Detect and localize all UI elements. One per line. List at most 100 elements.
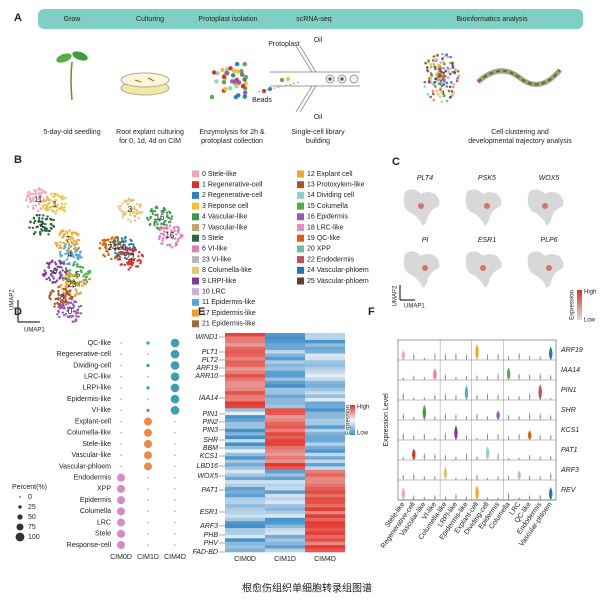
heat-cell [305,367,345,371]
legend-label: 7 Vascular-like [202,224,247,231]
violin [444,393,447,401]
umap-dot [64,297,67,301]
dot [117,541,125,549]
legend-title: Percent(%) [12,484,47,491]
dot [147,398,149,400]
umap-dot [136,265,140,268]
heat-cell [305,493,345,498]
umap-dot [161,242,164,245]
protoplast [236,80,242,85]
umap-dot [88,277,91,281]
umap-dot [151,210,155,213]
umap-dot [129,258,133,261]
dot [144,451,152,460]
row-label: Epidermis-like [67,396,111,403]
heat-cell [305,353,345,358]
device-label: Oil [314,114,323,121]
heat-cell [225,528,265,532]
row-label: Vascular-phloem [59,463,111,470]
umap-dot [131,253,135,256]
umap-dot [63,232,66,236]
heat-cell [225,333,265,337]
umap-dot [63,307,66,310]
umap-dot [72,304,76,307]
umap-dot [56,313,59,316]
dot [147,521,149,524]
cluster-label: 7 [66,235,71,244]
umap-dot [446,55,450,59]
legend-swatch [192,298,199,306]
umap-dot [121,202,124,205]
umap-dot [109,240,112,244]
umap-dot [37,192,41,195]
umap-dot [169,211,172,215]
heat-cell [225,435,265,440]
violin [401,350,406,361]
umap-dot [29,193,32,196]
seedling-icon [56,51,88,101]
heat-cell [225,401,265,406]
heat-cell [265,387,305,392]
row-label: Stele-like [82,441,111,448]
dot [120,364,122,367]
umap-dot [172,227,175,230]
heat-cell [225,534,265,539]
column-label: CIM4D [164,554,186,561]
umap-dot [74,254,78,257]
umap-dot [448,96,452,99]
heat-cell [225,339,265,344]
row-label: Regenerative-cell [57,351,112,358]
umap-dot [157,237,161,241]
heat-cell [305,466,345,471]
umap-dot [440,100,444,103]
row-label: Endodermis [74,475,112,482]
violin [507,475,510,481]
heat-cell [305,435,345,440]
legend-swatch [192,234,199,242]
dot [174,431,176,434]
heat-cell [225,336,265,341]
umap-dot [434,73,438,77]
row-label: Columella [80,508,111,515]
umap-dot [136,211,140,214]
protoplast [221,80,227,85]
umap-dot [447,89,451,93]
umap-dot [133,257,136,261]
gene-label: IAA14 [561,367,580,374]
umap-dot [161,226,164,230]
protoplast [232,79,238,84]
panel-label: F [368,306,375,318]
umap-dot [61,306,64,310]
umap-dot [58,244,62,247]
protoplast [230,73,236,78]
umap-dot [38,216,41,220]
umap-dot [71,320,74,323]
umap-dot [149,210,152,213]
umap-dot [154,220,157,223]
heat-cell [225,456,265,460]
expression-spot [546,265,552,271]
dot [146,408,150,412]
gene-label: WOX5 [197,473,218,480]
dot [174,420,176,423]
umap-dot [55,245,59,248]
umap-dot [69,289,72,292]
umap-dot [39,233,42,236]
umap-dot [77,305,81,308]
umap-dot [32,198,35,202]
umap-dot [64,252,67,256]
heat-cell [225,360,265,365]
violin [539,434,541,441]
heat-cell [305,377,345,382]
gene-label: SHR [203,437,218,444]
umap-dot [129,213,132,216]
violin [465,415,468,421]
violin [507,493,510,501]
protoplast [223,86,228,92]
heat-cell [265,380,305,385]
legend-label: 21 Epidermis-like [202,321,256,328]
umap-dot [32,204,35,207]
umap-dot [98,247,102,250]
umap-dot [445,85,449,88]
violin [507,395,510,401]
